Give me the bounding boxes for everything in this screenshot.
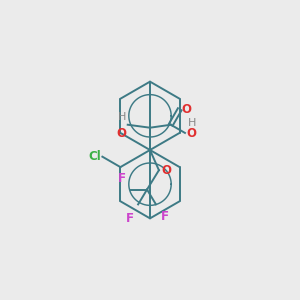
Text: O: O <box>186 127 197 140</box>
Text: Cl: Cl <box>88 150 101 163</box>
Text: H: H <box>188 118 196 128</box>
Text: O: O <box>116 127 127 140</box>
Text: O: O <box>181 103 191 116</box>
Text: F: F <box>118 172 126 185</box>
Text: O: O <box>161 164 171 177</box>
Text: F: F <box>160 210 168 223</box>
Text: F: F <box>126 212 134 225</box>
Text: H: H <box>118 112 127 122</box>
